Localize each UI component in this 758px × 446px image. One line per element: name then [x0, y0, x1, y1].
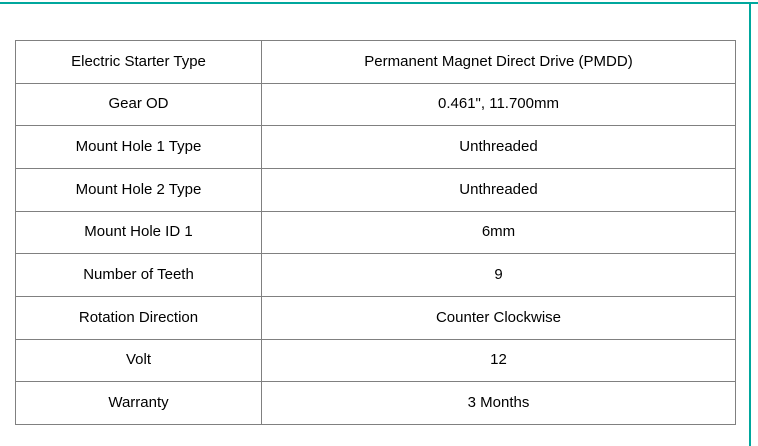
spec-label: Mount Hole 2 Type [15, 167, 262, 212]
spec-label: Electric Starter Type [15, 40, 262, 84]
table-row: Warranty 3 Months [15, 381, 736, 425]
spec-label: Number of Teeth [15, 253, 262, 297]
table-row: Mount Hole ID 1 6mm [15, 210, 736, 255]
spec-label: Gear OD [15, 82, 262, 127]
table-row: Gear OD 0.461", 11.700mm [15, 82, 736, 127]
table-row: Electric Starter Type Permanent Magnet Di… [15, 40, 736, 84]
spec-value: Permanent Magnet Direct Drive (PMDD) [261, 40, 736, 84]
spec-value: Unthreaded [261, 167, 736, 212]
table-row: Volt 12 [15, 338, 736, 383]
spec-value: 9 [261, 253, 736, 297]
table-row: Number of Teeth 9 [15, 253, 736, 297]
spec-value: 0.461", 11.700mm [261, 82, 736, 127]
table-row: Mount Hole 2 Type Unthreaded [15, 167, 736, 212]
table-row: Mount Hole 1 Type Unthreaded [15, 125, 736, 169]
spec-label: Mount Hole 1 Type [15, 125, 262, 169]
spec-value: Counter Clockwise [261, 295, 736, 340]
spec-label: Volt [15, 338, 262, 383]
accent-border-right [749, 2, 751, 446]
table-row: Rotation Direction Counter Clockwise [15, 295, 736, 340]
spec-label: Mount Hole ID 1 [15, 210, 262, 255]
spec-value: 6mm [261, 210, 736, 255]
accent-border-top [0, 2, 758, 4]
spec-label: Rotation Direction [15, 295, 262, 340]
spec-value: 12 [261, 338, 736, 383]
specifications-table: Electric Starter Type Permanent Magnet Di… [15, 40, 736, 425]
spec-value: 3 Months [261, 381, 736, 425]
spec-label: Warranty [15, 381, 262, 425]
spec-value: Unthreaded [261, 125, 736, 169]
